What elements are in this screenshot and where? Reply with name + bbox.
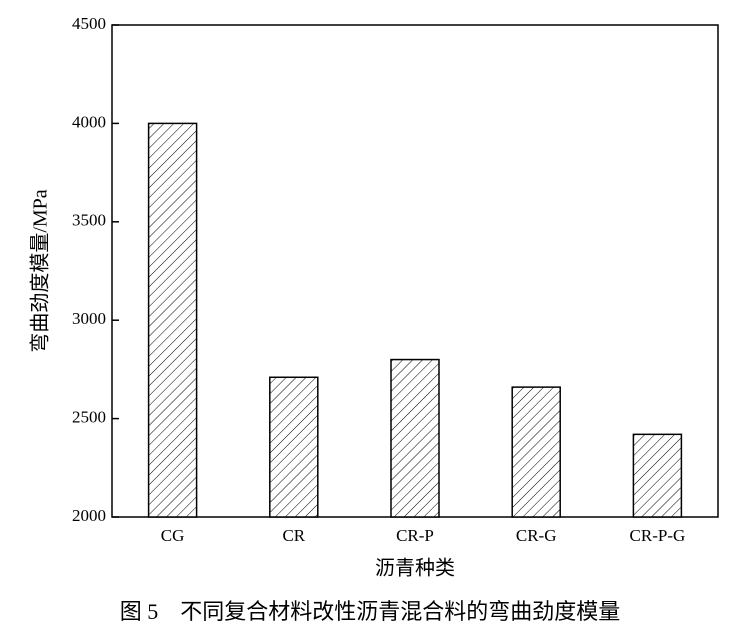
y-tick-label: 4500 <box>72 14 106 33</box>
y-tick-label: 3000 <box>72 309 106 328</box>
bar <box>269 376 319 518</box>
y-tick-label: 3500 <box>72 211 106 230</box>
bar <box>632 433 683 518</box>
y-tick-label: 2500 <box>72 408 106 427</box>
caption: 图 5 不同复合材料改性沥青混合料的弯曲劲度模量 <box>120 599 621 624</box>
y-tick-label: 2000 <box>72 506 106 525</box>
x-tick-label: CG <box>161 526 185 545</box>
x-axis-label: 沥青种类 <box>375 557 455 580</box>
y-axis-label: 弯曲劲度模量/MPa <box>29 189 52 352</box>
x-tick-label: CR-P-G <box>630 526 686 545</box>
y-tick-label: 4000 <box>72 112 106 131</box>
x-tick-label: CR-G <box>516 526 557 545</box>
x-tick-label: CR <box>282 526 305 545</box>
bar <box>511 386 561 518</box>
bar <box>390 358 440 518</box>
x-tick-label: CR-P <box>396 526 434 545</box>
bar <box>147 122 198 518</box>
